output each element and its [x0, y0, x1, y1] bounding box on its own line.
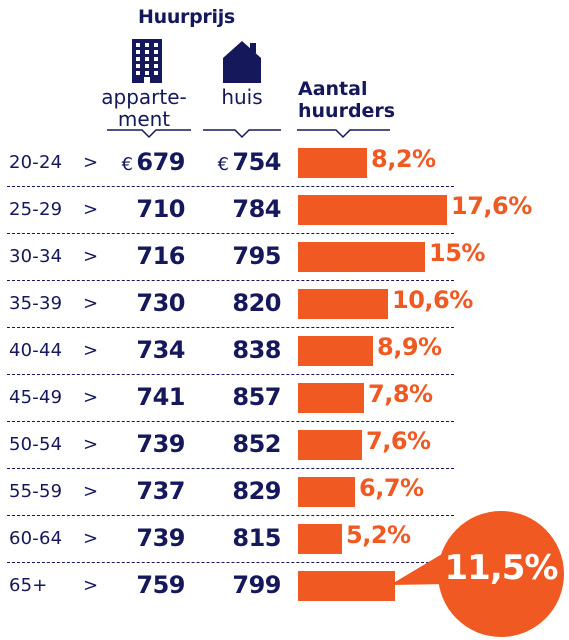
table-row: 20-24 > €679 €754 8,2% — [0, 140, 569, 187]
row-marker-icon: > — [83, 340, 99, 361]
chart-title: Huurprijs — [138, 6, 235, 28]
apartment-price: 739 — [136, 524, 185, 552]
apartment-building-icon — [132, 39, 162, 83]
house-price: 820 — [232, 289, 281, 317]
column-label-tenants: Aantal huurders — [298, 78, 395, 122]
share-label: 17,6% — [451, 192, 532, 220]
share-bar — [298, 242, 425, 272]
row-divider — [7, 374, 454, 375]
column-label-apartment-line2: ment — [117, 107, 171, 131]
apartment-bracket — [107, 129, 191, 139]
column-label-apartment-line1: apparte- — [101, 85, 187, 109]
share-label: 7,8% — [368, 380, 433, 408]
row-divider — [7, 421, 454, 422]
euro-symbol: € — [217, 154, 229, 175]
share-label: 8,2% — [371, 145, 436, 173]
age-label: 50-54 — [9, 434, 63, 455]
share-bar — [298, 195, 447, 225]
house-price: 838 — [232, 336, 281, 364]
row-marker-icon: > — [83, 246, 99, 267]
apartment-price: 716 — [136, 242, 185, 270]
house-price: 815 — [232, 524, 281, 552]
column-label-tenants-line1: Aantal — [298, 78, 368, 100]
table-row: 45-49 >741 857 7,8% — [0, 375, 569, 422]
apartment-price: 734 — [136, 336, 185, 364]
share-bar — [298, 571, 395, 601]
table-row: 40-44 >734 838 8,9% — [0, 328, 569, 375]
share-bar — [298, 477, 355, 507]
row-marker-icon: > — [83, 434, 99, 455]
apartment-price: 759 — [136, 571, 185, 599]
tenants-bracket — [297, 129, 390, 139]
apartment-price: 739 — [136, 430, 185, 458]
age-label: 20-24 — [9, 152, 63, 173]
row-divider — [7, 327, 454, 328]
house-price: 799 — [232, 571, 281, 599]
table-row: 60-64 >739 815 5,2% — [0, 516, 569, 563]
house-price: 829 — [232, 477, 281, 505]
column-label-house: huis — [221, 85, 263, 109]
house-price: 784 — [232, 195, 281, 223]
row-marker-icon: > — [83, 575, 99, 596]
apartment-price: 741 — [136, 383, 185, 411]
apartment-price: 730 — [136, 289, 185, 317]
row-marker-icon: > — [83, 293, 99, 314]
callout-tail — [390, 548, 452, 585]
house-price: €754 — [217, 148, 281, 176]
age-label: 55-59 — [9, 481, 63, 502]
age-label: 60-64 — [9, 528, 63, 549]
row-divider — [7, 562, 454, 563]
share-bar — [298, 430, 362, 460]
table-row: 65+ >759 799 — [0, 563, 569, 610]
share-bar — [298, 336, 373, 366]
column-label-tenants-line2: huurders — [298, 100, 396, 122]
row-marker-icon: > — [83, 199, 99, 220]
share-bar — [298, 289, 388, 319]
share-label: 7,6% — [366, 427, 431, 455]
apartment-price: 737 — [136, 477, 185, 505]
age-label: 65+ — [9, 575, 48, 596]
table-row: 55-59 >737 829 6,7% — [0, 469, 569, 516]
row-divider — [7, 233, 454, 234]
age-label: 35-39 — [9, 293, 63, 314]
apartment-price: €679 — [121, 148, 185, 176]
share-bar — [298, 383, 364, 413]
share-label: 5,2% — [346, 521, 411, 549]
house-price: 857 — [232, 383, 281, 411]
table-row: 35-39 >730 820 10,6% — [0, 281, 569, 328]
euro-symbol: € — [121, 154, 133, 175]
age-label: 30-34 — [9, 246, 63, 267]
house-icon — [223, 41, 261, 83]
house-bracket — [203, 129, 281, 139]
column-label-apartment: apparte- ment — [96, 86, 192, 130]
row-marker-icon: > — [83, 528, 99, 549]
row-marker-icon: > — [83, 387, 99, 408]
house-price: 795 — [232, 242, 281, 270]
share-bar — [298, 148, 367, 178]
apartment-price: 710 — [136, 195, 185, 223]
row-divider — [7, 468, 454, 469]
row-divider — [7, 186, 454, 187]
share-bar — [298, 524, 342, 554]
row-marker-icon: > — [83, 152, 99, 173]
age-label: 45-49 — [9, 387, 63, 408]
house-price: 852 — [232, 430, 281, 458]
callout-bubble — [438, 511, 564, 637]
row-divider — [7, 280, 454, 281]
age-label: 25-29 — [9, 199, 63, 220]
share-label: 6,7% — [359, 474, 424, 502]
share-label: 10,6% — [392, 286, 473, 314]
table-row: 30-34 >716 795 15% — [0, 234, 569, 281]
row-marker-icon: > — [83, 481, 99, 502]
row-divider — [7, 515, 454, 516]
table-row: 50-54 >739 852 7,6% — [0, 422, 569, 469]
age-label: 40-44 — [9, 340, 63, 361]
callout-value: 11,5% — [444, 548, 559, 588]
table-row: 25-29 >710 784 17,6% — [0, 187, 569, 234]
share-label: 15% — [429, 239, 485, 267]
share-label: 8,9% — [377, 333, 442, 361]
